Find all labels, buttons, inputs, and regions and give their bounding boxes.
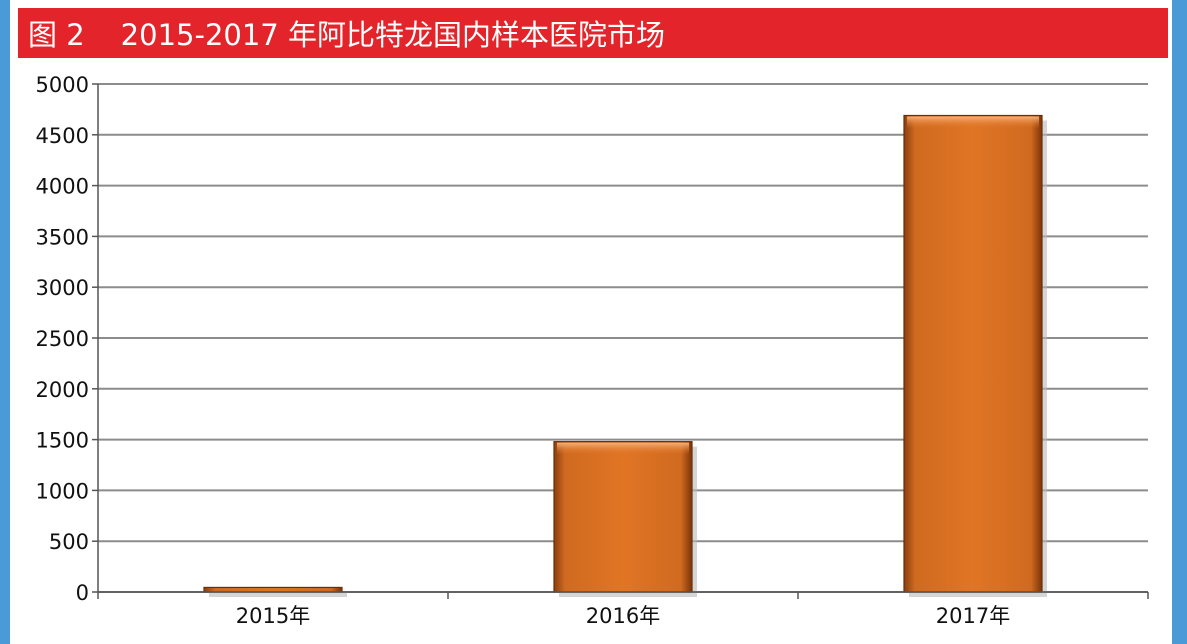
x-tick-label: 2015年 [236,604,310,628]
y-tick-label: 4000 [36,175,89,199]
title-bar: 图 2 2015-2017 年阿比特龙国内样本医院市场 [18,8,1168,58]
x-tick-label: 2017年 [936,604,1010,628]
y-tick-label: 1500 [36,429,89,453]
chart-title: 图 2 2015-2017 年阿比特龙国内样本医院市场 [18,12,665,54]
figure-label: 图 2 [28,18,85,52]
y-tick-label: 2000 [36,378,89,402]
y-tick-label: 1000 [36,479,89,503]
bar [903,114,1047,597]
y-tick-label: 0 [76,581,89,605]
y-tick-label: 3000 [36,276,89,300]
title-text: 2015-2017 年阿比特龙国内样本医院市场 [120,18,665,52]
y-tick-label: 3500 [36,225,89,249]
bars [203,114,1047,597]
x-axis-labels: 2015年 2016年 2017年 [97,591,1149,628]
y-tick-label: 2500 [36,327,89,351]
y-tick-label: 4500 [36,124,89,148]
y-tick-label: 5000 [36,73,89,97]
y-tick-label: 500 [49,530,89,554]
y-axis-ticks: 0 500 1000 1500 2000 2500 3000 3500 4000 4500 5000 [36,73,99,605]
bar [553,441,697,597]
x-tick-label: 2016年 [586,604,660,628]
